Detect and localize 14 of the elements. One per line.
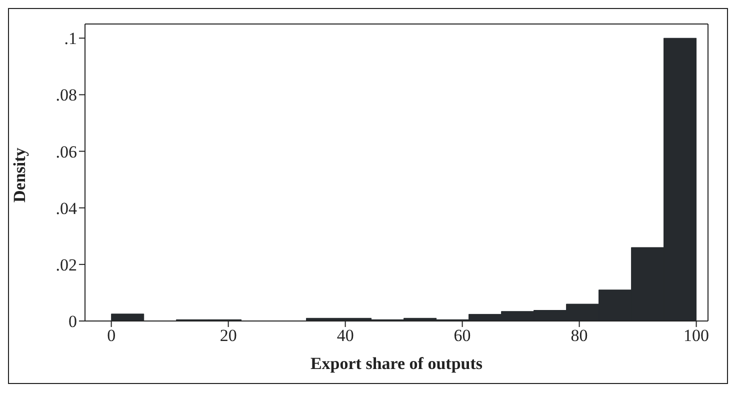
y-tick-label: .1 <box>64 29 77 48</box>
y-tick-label: 0 <box>68 312 77 332</box>
y-tick-label: .04 <box>56 198 78 218</box>
x-tick-label: 20 <box>220 326 237 346</box>
y-tick-label: .02 <box>56 255 77 274</box>
y-axis-title: Density <box>10 147 30 202</box>
x-tick-label: 80 <box>570 326 588 346</box>
x-tick-label: 60 <box>454 326 471 346</box>
x-tick-label: 0 <box>107 326 116 346</box>
y-tick-label: .08 <box>56 86 77 105</box>
y-tick-label: .06 <box>56 142 77 162</box>
x-tick-label: 40 <box>336 326 354 346</box>
x-axis-title: Export share of outputs <box>310 354 483 373</box>
x-tick-label: 100 <box>684 326 710 346</box>
